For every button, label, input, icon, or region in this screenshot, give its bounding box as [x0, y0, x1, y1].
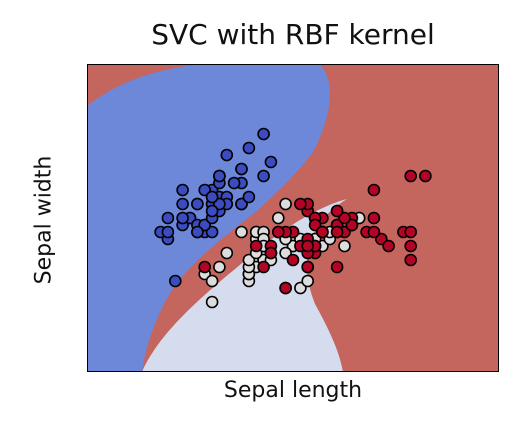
data-point-class-2	[258, 262, 269, 273]
data-point-class-2	[199, 262, 210, 273]
data-point-class-2	[265, 248, 276, 259]
data-point-class-0	[258, 129, 269, 140]
data-point-class-0	[221, 150, 232, 161]
data-point-class-0	[192, 199, 203, 210]
data-point-class-0	[229, 178, 240, 189]
data-point-class-2	[273, 227, 284, 238]
x-axis-label: Sepal length	[87, 378, 499, 403]
data-point-class-0	[177, 213, 188, 224]
data-point-class-2	[420, 171, 431, 182]
data-point-class-2	[280, 283, 291, 294]
plot-area	[87, 64, 499, 372]
data-point-class-0	[162, 227, 173, 238]
data-point-class-1	[214, 262, 225, 273]
data-point-class-0	[243, 143, 254, 154]
y-axis-label: Sepal width	[32, 156, 57, 285]
data-point-class-2	[295, 199, 306, 210]
data-point-class-1	[280, 199, 291, 210]
data-point-class-2	[383, 241, 394, 252]
data-point-class-2	[405, 255, 416, 266]
data-point-class-1	[236, 227, 247, 238]
data-point-class-0	[207, 206, 218, 217]
data-point-class-0	[236, 164, 247, 175]
data-point-class-0	[207, 192, 218, 203]
data-point-class-1	[207, 297, 218, 308]
data-point-class-0	[265, 157, 276, 168]
data-point-class-0	[258, 171, 269, 182]
data-point-class-1	[273, 213, 284, 224]
data-point-class-2	[405, 227, 416, 238]
data-point-class-0	[170, 276, 181, 287]
data-point-class-2	[405, 171, 416, 182]
data-point-class-0	[162, 213, 173, 224]
data-point-class-2	[332, 262, 343, 273]
data-point-class-2	[368, 185, 379, 196]
data-point-class-2	[288, 255, 299, 266]
data-point-class-1	[302, 276, 313, 287]
data-point-class-1	[339, 241, 350, 252]
data-point-class-2	[302, 241, 313, 252]
data-point-class-2	[251, 241, 262, 252]
data-point-class-2	[332, 206, 343, 217]
data-point-class-1	[221, 248, 232, 259]
data-point-class-2	[405, 241, 416, 252]
data-point-class-2	[332, 227, 343, 238]
data-point-class-2	[317, 227, 328, 238]
data-point-class-1	[207, 276, 218, 287]
data-point-class-2	[302, 262, 313, 273]
data-point-class-2	[368, 227, 379, 238]
chart-title: SVC with RBF kernel	[87, 18, 499, 51]
data-point-class-0	[177, 199, 188, 210]
data-point-class-0	[177, 185, 188, 196]
data-point-class-0	[214, 171, 225, 182]
data-point-class-2	[368, 213, 379, 224]
data-point-class-0	[192, 227, 203, 238]
data-point-class-0	[243, 192, 254, 203]
